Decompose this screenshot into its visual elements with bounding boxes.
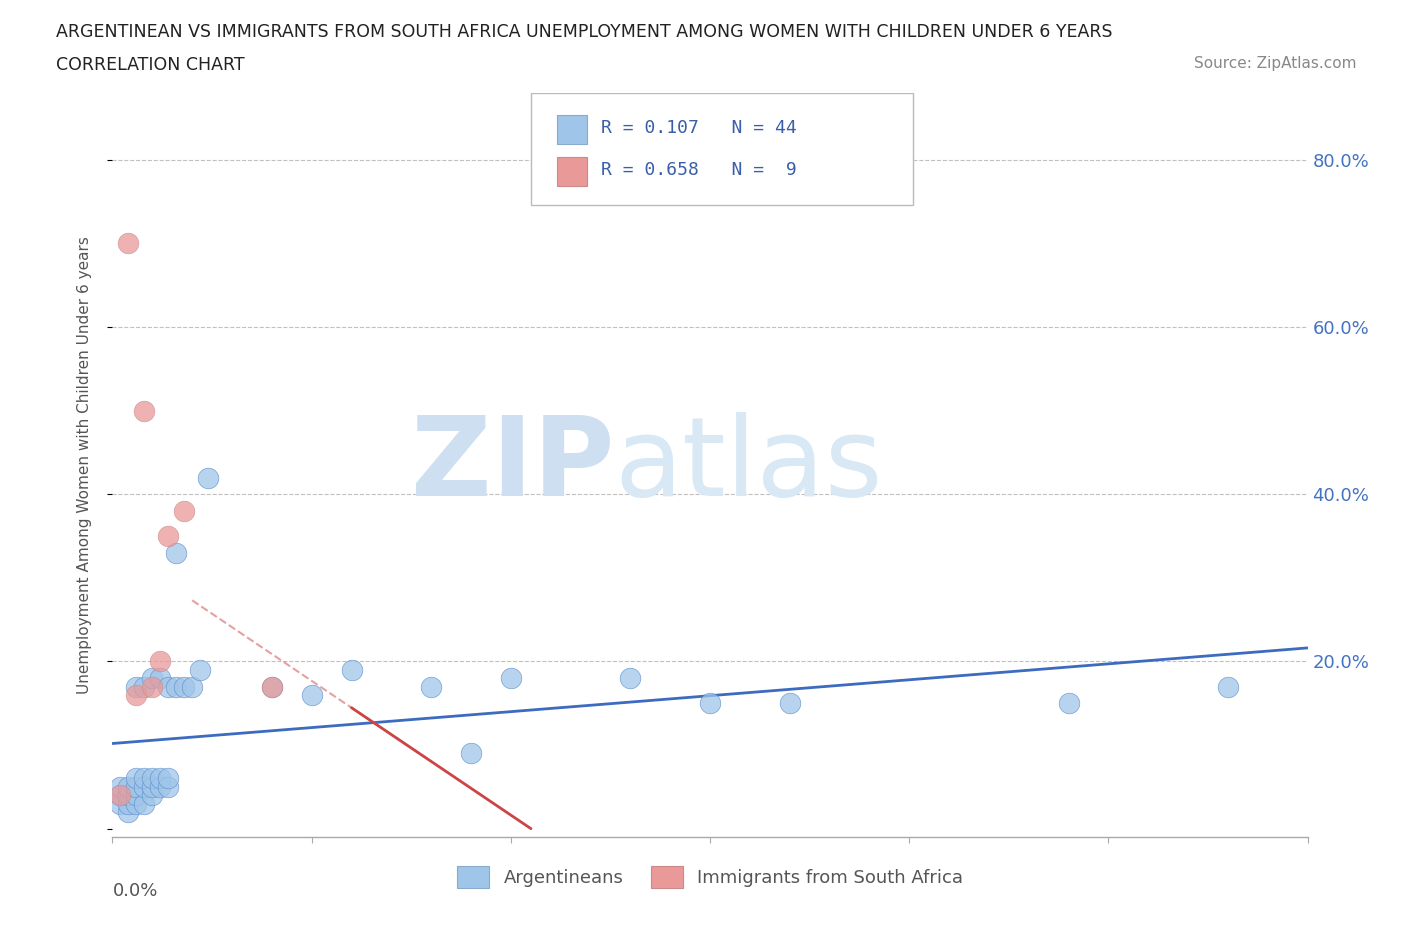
Point [125,796,148,811]
Point [157,679,180,694]
Point [149,671,172,685]
Point [173,503,195,518]
Point [141,671,163,685]
Point [134,404,156,418]
Text: R = 0.658   N =  9: R = 0.658 N = 9 [602,161,797,179]
Point [499,671,522,685]
Point [260,679,283,694]
Y-axis label: Unemployment Among Women with Children Under 6 years: Unemployment Among Women with Children U… [77,236,91,694]
Legend: Argentineans, Immigrants from South Africa: Argentineans, Immigrants from South Afri… [450,858,970,895]
Point [125,779,148,794]
Point [117,779,139,794]
Point [197,470,219,485]
Point [157,779,180,794]
Point [188,662,211,677]
Point [117,804,139,819]
Point [141,788,163,803]
Point [134,771,156,786]
Point [165,679,187,694]
Point [117,796,139,811]
Point [141,679,163,694]
Text: ARGENTINEAN VS IMMIGRANTS FROM SOUTH AFRICA UNEMPLOYMENT AMONG WOMEN WITH CHILDR: ARGENTINEAN VS IMMIGRANTS FROM SOUTH AFR… [56,23,1112,41]
Point [260,679,283,694]
Point [134,779,156,794]
Point [301,687,323,702]
Point [157,528,180,543]
Point [149,779,172,794]
Point [181,679,204,694]
Point [141,779,163,794]
Point [110,779,132,794]
Point [125,771,148,786]
Text: ZIP: ZIP [411,411,614,519]
Point [460,746,482,761]
Point [125,687,148,702]
Point [134,679,156,694]
Point [165,545,187,560]
Point [125,788,148,803]
Point [149,771,172,786]
Point [173,679,195,694]
Point [1057,696,1080,711]
Text: atlas: atlas [614,411,883,519]
FancyBboxPatch shape [531,93,914,205]
Point [149,654,172,669]
Point [157,771,180,786]
Point [125,679,148,694]
Text: Source: ZipAtlas.com: Source: ZipAtlas.com [1194,56,1357,71]
Point [1216,679,1239,694]
Point [117,788,139,803]
Bar [557,156,586,186]
Text: 0.0%: 0.0% [112,882,157,899]
Point [141,771,163,786]
Point [699,696,721,711]
Point [340,662,363,677]
Text: CORRELATION CHART: CORRELATION CHART [56,56,245,73]
Bar [557,115,586,144]
Point [110,788,132,803]
Text: R = 0.107   N = 44: R = 0.107 N = 44 [602,118,797,137]
Point [134,796,156,811]
Point [779,696,801,711]
Point [420,679,443,694]
Point [110,796,132,811]
Point [117,236,139,251]
Point [619,671,641,685]
Point [110,788,132,803]
